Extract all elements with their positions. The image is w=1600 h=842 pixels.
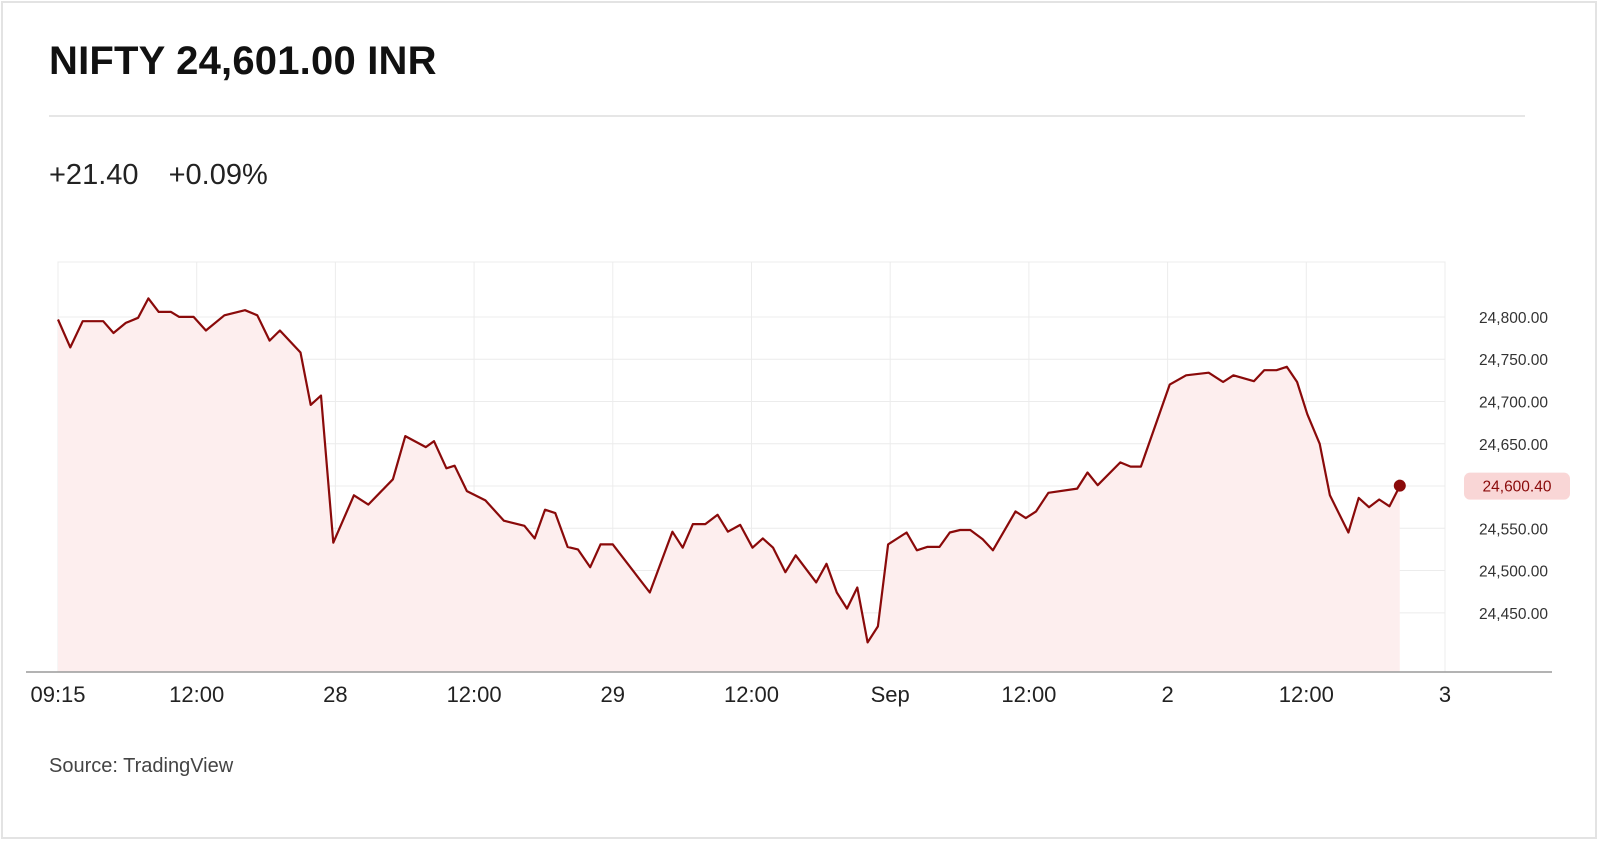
y-tick-label: 24,800.00	[1479, 310, 1548, 327]
source-note: Source: TradingView	[49, 755, 234, 777]
last-value-label: 24,600.40	[1483, 479, 1552, 496]
chart-title: NIFTY 24,601.00 INR	[49, 39, 437, 83]
y-tick-label: 24,750.00	[1479, 352, 1548, 369]
y-tick-label: 24,700.00	[1479, 394, 1548, 411]
x-tick-label: Sep	[871, 682, 910, 707]
header-divider	[49, 115, 1525, 117]
last-value-tag	[1464, 472, 1570, 500]
change-percent: +0.09%	[168, 159, 268, 191]
x-tick-label: 12:00	[1001, 682, 1056, 707]
x-tick-label: 29	[601, 682, 625, 707]
x-tick-label: 3	[1439, 682, 1451, 707]
price-line	[56, 297, 1401, 644]
change-absolute: +21.40	[49, 159, 139, 191]
y-tick-label: 24,450.00	[1479, 606, 1548, 623]
price-area	[58, 298, 1400, 672]
y-tick-label: 24,500.00	[1479, 564, 1548, 581]
x-tick-label: 12:00	[169, 682, 224, 707]
last-point-marker	[1393, 479, 1406, 492]
x-tick-label: 2	[1161, 682, 1173, 707]
y-tick-label: 24,550.00	[1479, 521, 1548, 538]
change-row: +21.40 +0.09%	[49, 159, 290, 192]
x-tick-label: 12:00	[724, 682, 779, 707]
x-tick-label: 09:15	[30, 682, 85, 707]
y-tick-label: 24,650.00	[1479, 437, 1548, 454]
x-tick-label: 28	[323, 682, 347, 707]
x-tick-label: 12:00	[447, 682, 502, 707]
x-tick-label: 12:00	[1279, 682, 1334, 707]
